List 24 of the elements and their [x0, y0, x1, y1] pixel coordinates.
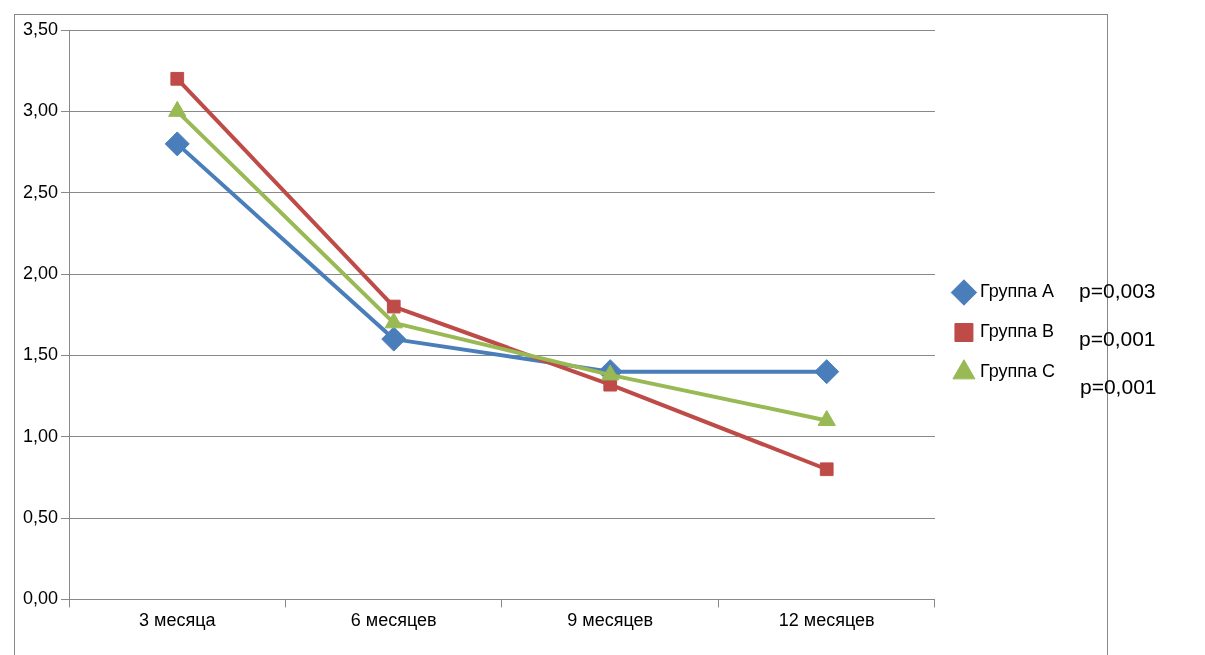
legend-label: Группа С: [979, 361, 1056, 382]
y-tick-label: 2,50: [22, 181, 59, 202]
x-tick-label: 6 месяцев: [350, 610, 437, 631]
point: [814, 359, 840, 385]
point: [164, 131, 190, 157]
y-tick-label: 1,50: [22, 344, 59, 365]
legend-label: Группа А: [979, 281, 1055, 302]
text: p=0,001: [1080, 375, 1157, 399]
point: [386, 299, 401, 314]
y-tick-label: 0,50: [22, 507, 59, 528]
point: [170, 71, 185, 86]
y-tick-label: 3,50: [22, 18, 59, 39]
y-tick-label: 2,00: [22, 263, 59, 283]
x-tick-label: 9 месяцев: [567, 610, 654, 631]
y-tick-label: 3,00: [22, 100, 59, 121]
text: p=0,001: [1079, 327, 1156, 351]
y-tick-label: 0,00: [22, 588, 59, 609]
y-tick-label: 1,00: [22, 425, 59, 446]
x-tick-label: 12 месяцев: [778, 610, 875, 631]
legend-label: Группа В: [979, 321, 1055, 342]
x-tick-label: 3 месяца: [139, 610, 217, 631]
text: p=0,003: [1079, 279, 1156, 303]
point: [819, 462, 834, 477]
point: [381, 326, 407, 352]
